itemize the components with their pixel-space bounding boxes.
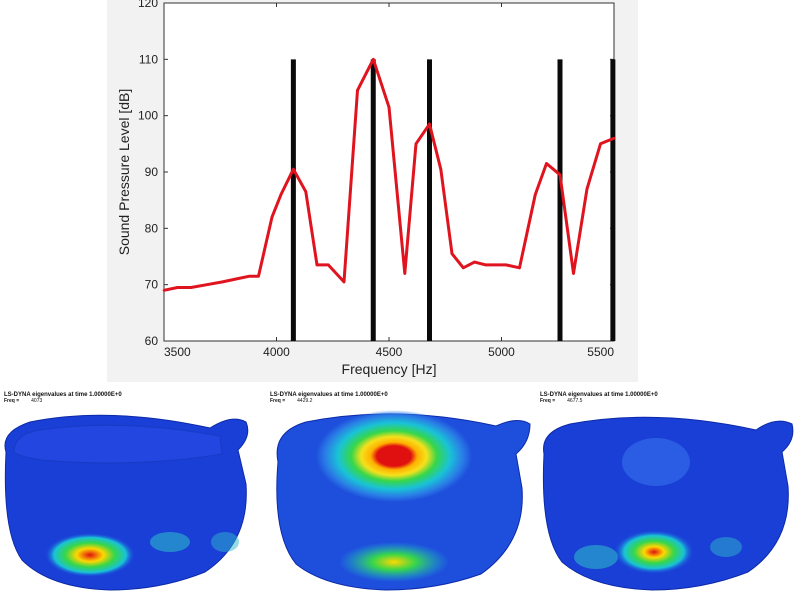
spl-data-point [248,274,251,278]
spl-data-point [428,122,431,126]
freq-value-3: 4677.5 [567,397,583,404]
mode-shape-panel-1: LS-DYNA eigenvalues at time 1.00000E+0 F… [0,392,262,592]
spl-data-point [279,193,283,196]
spl-data-point [342,280,346,284]
mode-header-1: LS-DYNA eigenvalues at time 1.00000E+0 F… [4,392,122,405]
y-tick-label: 100 [138,109,158,123]
spl-data-point [315,263,319,267]
spl-data-point [599,142,602,146]
mode-shape-panel-2: LS-DYNA eigenvalues at time 1.00000E+0 F… [266,392,534,592]
spl-data-point [504,263,508,267]
freq-label-2: Freq = [270,397,286,404]
spl-data-point [176,286,179,289]
spl-chart: 3500 4000 4500 5000 5500 60 70 80 90 100 110 120 Fre… [116,0,616,377]
x-tick-label: 3500 [164,345,191,359]
mode-shape-panel-3: LS-DYNA eigenvalues at time 1.00000E+0 F… [536,392,800,592]
plot-area [163,2,615,342]
spl-chart-figure: 3500 4000 4500 5000 5500 60 70 80 90 100 110 120 Fre… [107,0,638,382]
mode-header-3: LS-DYNA eigenvalues at time 1.00000E+0 F… [540,392,658,405]
mode-title-2: LS-DYNA eigenvalues at time 1.00000E+0 [270,392,388,398]
y-tick-label: 60 [145,334,159,348]
mode-shape-image-1 [4,414,249,591]
spl-data-point [372,58,375,61]
spl-data-point [473,260,476,264]
freq-label-3: Freq = [540,397,556,404]
spl-data-point [257,274,260,278]
spl-data-point [484,263,488,267]
spl-data-point [558,173,562,177]
spl-data-point [327,263,330,267]
spl-data-point [234,277,238,281]
y-tick-label: 80 [145,221,159,235]
spl-data-point [356,89,359,92]
mode-header-2: LS-DYNA eigenvalues at time 1.00000E+0 F… [270,392,388,405]
y-tick-label: 120 [138,0,158,10]
mode-freq-1: Freq = 4073 [4,397,122,405]
spl-data-point [450,252,454,255]
mode-title-3: LS-DYNA eigenvalues at time 1.00000E+0 [540,392,658,398]
spl-data-point [292,167,295,171]
mode-freq-2: Freq = 4429.2 [270,397,388,405]
y-tick-label: 90 [145,165,159,179]
spl-data-point [545,162,548,165]
spl-series-line [163,57,615,292]
spl-data-point [304,190,308,193]
y-axis-title: Sound Pressure Level [dB] [116,89,132,256]
spl-data-point [572,272,575,275]
y-tick-label: 110 [139,52,158,66]
spl-data-point [403,272,407,275]
spl-data-point [387,105,391,109]
freq-label-1: Freq = [4,397,20,404]
freq-value-2: 4429.2 [297,397,313,404]
x-axis-title: Frequency [Hz] [342,361,437,377]
spl-data-point [612,136,616,140]
spl-data-point [518,266,521,270]
spl-data-point [439,167,443,171]
mode-shape-image-3 [542,416,794,591]
spl-data-point [189,286,193,289]
spl-data-point [462,266,465,270]
x-tick-label: 5000 [488,345,515,359]
spl-data-point [221,280,224,284]
spl-data-point [534,193,537,196]
spl-data-point [414,142,418,146]
spl-data-point [495,263,499,267]
x-tick-label: 4000 [263,345,290,359]
y-tick-label: 70 [145,278,159,292]
freq-value-1: 4073 [31,397,43,404]
x-tick-label: 4500 [376,345,403,359]
x-tick-label: 5500 [587,345,614,359]
spl-data-point [205,283,209,287]
mode-title-1: LS-DYNA eigenvalues at time 1.00000E+0 [4,392,122,398]
spl-data-point [270,215,274,219]
mode-freq-3: Freq = 4677.5 [540,397,658,405]
spl-data-point [162,289,166,292]
mode-shape-image-2 [276,410,531,591]
spl-data-point [585,187,589,191]
